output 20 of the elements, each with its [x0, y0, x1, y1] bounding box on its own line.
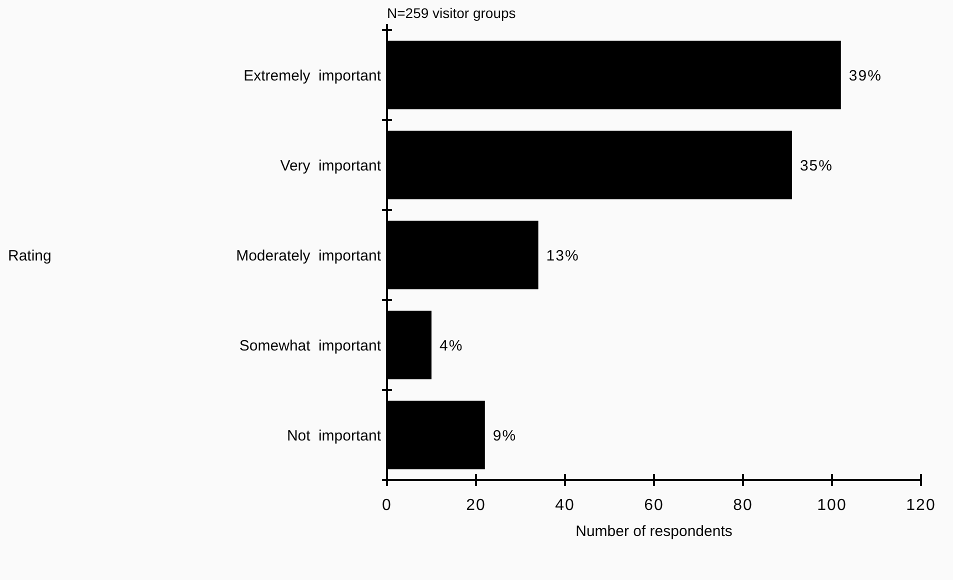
x-tick-label: 80	[733, 497, 753, 514]
x-tick-label: 100	[817, 497, 847, 514]
annotation: 35%	[800, 157, 833, 174]
y-tick-label: Extremely important	[244, 67, 382, 84]
y-tick-label: Somewhat important	[239, 337, 382, 354]
x-tick-label: 40	[555, 497, 575, 514]
y-tick-label: Moderately important	[236, 247, 382, 264]
chart-title: N=259 visitor groups	[387, 5, 516, 21]
x-tick-label: 60	[644, 497, 664, 514]
annotation: 9%	[492, 427, 517, 444]
annotation: 13%	[546, 247, 580, 264]
y-tick-label: Not important	[286, 427, 382, 444]
x-tick-label: 0	[382, 497, 392, 514]
x-tick-label: 120	[906, 497, 936, 514]
text: Rating	[8, 247, 52, 264]
y-tick-label: Very important	[280, 157, 382, 174]
annotation: 39%	[848, 67, 882, 84]
x-axis-title: Number of respondents	[576, 523, 732, 540]
annotation: 4%	[440, 337, 464, 354]
x-tick-label: 20	[466, 497, 486, 514]
